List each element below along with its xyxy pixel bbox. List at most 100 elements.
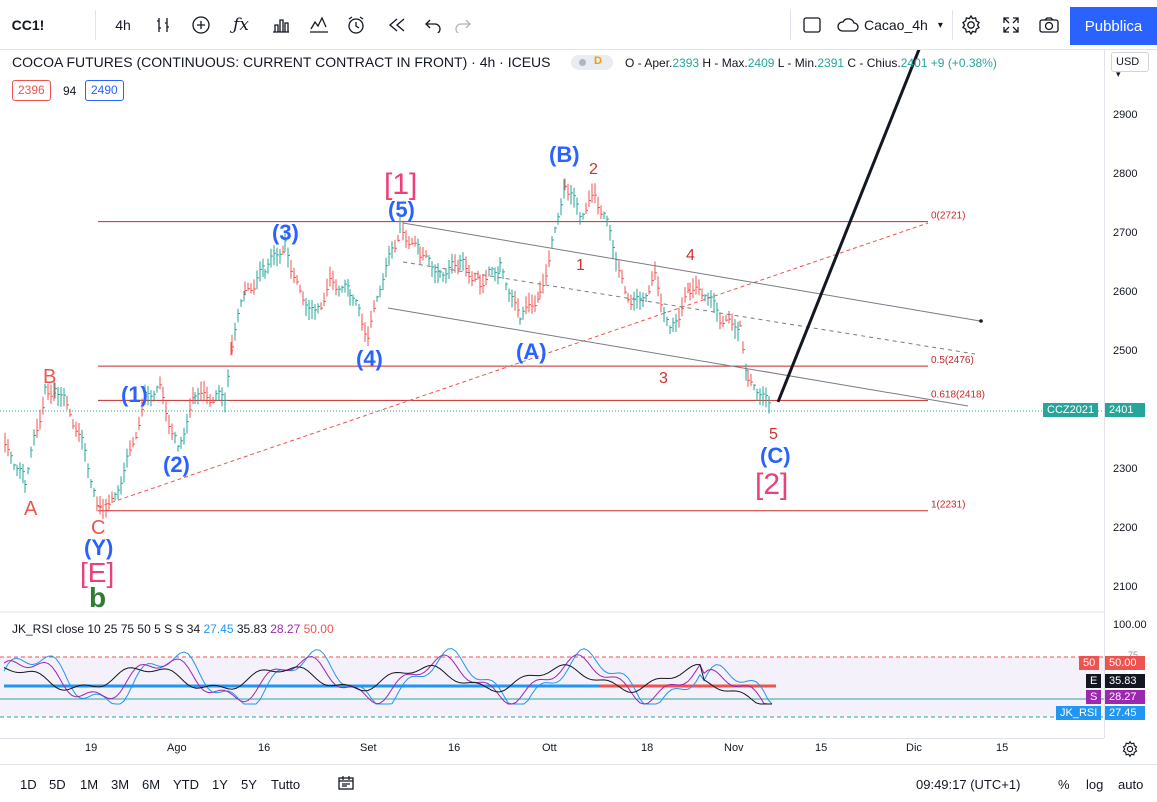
ask-box[interactable]: 2490	[85, 80, 124, 101]
range-button-5d[interactable]: 5D	[49, 777, 66, 792]
channel-endpoint	[979, 319, 983, 323]
indicators-icon[interactable]: ƒx	[233, 15, 249, 35]
fullscreen-toggle-icon[interactable]	[798, 8, 826, 42]
price-axis-label: 2200	[1113, 522, 1138, 534]
wave-label-4: (4)	[356, 346, 383, 371]
range-button-3m[interactable]: 3M	[111, 777, 130, 792]
rsi-value-3: 28.27	[270, 622, 301, 636]
price-axis-label: 2300	[1113, 463, 1138, 475]
range-button-6m[interactable]: 6M	[142, 777, 161, 792]
range-button-1y[interactable]: 1Y	[212, 777, 228, 792]
wave-label-sub-2: 2	[589, 161, 598, 178]
layout-selector[interactable]: Cacao_4h ▾	[836, 8, 950, 42]
undo-icon[interactable]	[418, 8, 448, 42]
chart-legend: COCOA FUTURES (CONTINUOUS: CURRENT CONTR…	[12, 54, 557, 70]
delayed-badge: D	[594, 55, 602, 67]
bar-style-icon[interactable]	[148, 8, 178, 42]
price-axis-label: 2700	[1113, 227, 1138, 239]
time-axis[interactable]	[0, 738, 1104, 764]
wave-label-B: B	[43, 366, 56, 388]
rsi-axis-75: 75	[1128, 650, 1139, 660]
symbol-search-button[interactable]: CC1!	[11, 17, 45, 33]
range-button-ytd[interactable]: YTD	[173, 777, 199, 792]
templates-icon[interactable]	[266, 8, 296, 42]
price-axis-label: 2600	[1113, 286, 1138, 298]
range-button-1d[interactable]: 1D	[20, 777, 37, 792]
rsi-tag-key: S	[1086, 690, 1102, 704]
wave-label-b: b	[89, 582, 106, 613]
chevron-down-icon: ▾	[937, 19, 943, 31]
candles	[4, 178, 771, 519]
rsi-tag-key: 50	[1079, 656, 1100, 670]
wave-label-A: A	[24, 498, 38, 520]
time-axis-label: Dic	[906, 742, 922, 754]
open-value: 2393	[672, 56, 700, 70]
dashed-trendline	[97, 222, 929, 508]
cloud-icon	[836, 17, 860, 33]
rsi-value-1: 27.45	[203, 622, 234, 636]
time-axis-label: 18	[641, 742, 654, 754]
rsi-line-black	[3, 664, 772, 705]
rsi-axis-top: 100.00	[1113, 619, 1147, 631]
time-axis-label: 16	[258, 742, 271, 754]
wave-label-sub-4: 4	[686, 247, 695, 264]
auto-toggle[interactable]: auto	[1118, 777, 1144, 792]
clock-display[interactable]: 09:49:17 (UTC+1)	[916, 777, 1021, 792]
replay-icon[interactable]	[382, 8, 412, 42]
expand-icon[interactable]	[996, 8, 1026, 42]
toolbar-divider	[790, 10, 791, 40]
wave-label-C-blue: (C)	[760, 443, 791, 468]
spread-value: 94	[63, 84, 77, 98]
wave-label-big-1: [1]	[384, 168, 417, 201]
wave-label-2: (2)	[163, 452, 190, 477]
bid-box[interactable]: 2396	[12, 80, 51, 101]
time-axis-label: 15	[996, 742, 1009, 754]
interval-button[interactable]: 4h	[115, 17, 131, 33]
change-value: +9 (+0.38%)	[930, 56, 997, 70]
price-axis-label: 2900	[1113, 109, 1138, 121]
price-chart[interactable]: 0(2721) 0.5(2476) 0.618(2418) 1(2231) A B C…	[0, 50, 1104, 738]
publish-button[interactable]: Pubblica	[1070, 7, 1157, 45]
range-button-tutto[interactable]: Tutto	[271, 777, 301, 792]
axis-settings-icon[interactable]	[1121, 740, 1139, 763]
range-button-1m[interactable]: 1M	[80, 777, 99, 792]
alert-icon[interactable]	[342, 8, 372, 42]
date-range-icon[interactable]	[337, 775, 355, 794]
status-dot-icon	[579, 59, 586, 66]
settings-icon[interactable]	[956, 8, 986, 42]
percent-toggle[interactable]: %	[1058, 777, 1070, 792]
symbol-price-tag: CCZ2021	[1043, 403, 1099, 417]
currency-selector[interactable]: USD ▾	[1111, 52, 1149, 79]
rsi-name[interactable]: JK_RSI	[12, 622, 53, 636]
last-price-tag: 2401	[1105, 403, 1145, 417]
range-button-5y[interactable]: 5Y	[241, 777, 257, 792]
wave-label-A-blue: (A)	[516, 339, 547, 364]
toolbar-divider	[952, 10, 953, 40]
rsi-tag-value: 50.00	[1105, 656, 1145, 670]
time-axis-label: 16	[448, 742, 461, 754]
fib-level-label: 0.5(2476)	[931, 355, 974, 366]
rsi-value-2: 35.83	[236, 622, 267, 636]
time-axis-label: 15	[815, 742, 828, 754]
high-label: H - Max.	[702, 56, 748, 70]
wave-label-sub-1: 1	[576, 257, 585, 274]
price-axis-label: 2100	[1113, 581, 1138, 593]
symbol-title[interactable]: COCOA FUTURES (CONTINUOUS: CURRENT CONTR…	[12, 54, 551, 70]
camera-icon[interactable]	[1034, 8, 1064, 42]
rsi-legend: JK_RSI close 10 25 75 50 5 S S 34 27.45 …	[12, 622, 334, 636]
add-compare-icon[interactable]	[186, 8, 216, 42]
fib-retracement: 0(2721) 0.5(2476) 0.618(2418) 1(2231)	[98, 211, 985, 512]
redo-icon[interactable]	[448, 8, 478, 42]
wave-label-sub-5: 5	[769, 426, 778, 443]
wave-label-Y: (Y)	[84, 535, 113, 560]
time-axis-label: Ago	[167, 742, 187, 754]
chart-type-icon[interactable]	[304, 8, 334, 42]
log-toggle[interactable]: log	[1086, 777, 1104, 792]
data-status-badge[interactable]: D	[571, 55, 613, 70]
ohlc-values: O - Aper.2393 H - Max.2409 L - Min.2391 …	[625, 56, 997, 70]
toolbar-divider	[95, 10, 96, 40]
high-value: 2409	[747, 56, 775, 70]
channel-lower-line	[387, 307, 969, 407]
price-axis[interactable]	[1104, 50, 1157, 738]
open-label: O - Aper.	[625, 56, 673, 70]
